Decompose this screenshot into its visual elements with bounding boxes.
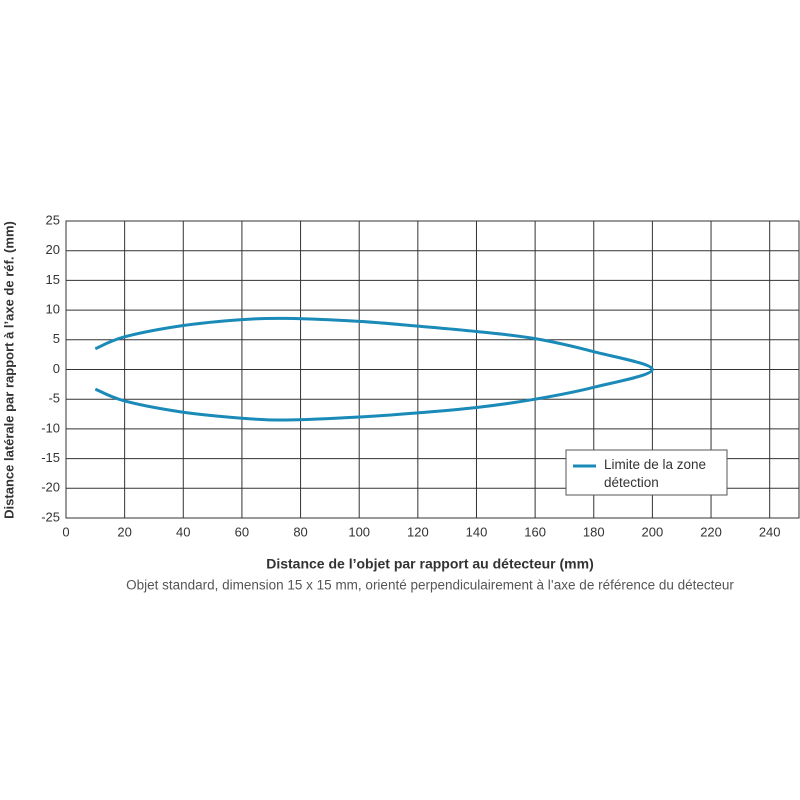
legend-label: Limite de la zone détection xyxy=(604,457,706,490)
x-tick-label: 220 xyxy=(700,524,722,539)
y-tick-label: 20 xyxy=(46,242,60,257)
note: Objet standard, dimension 15 x 15 mm, or… xyxy=(126,578,734,593)
x-tick-label: 140 xyxy=(466,524,488,539)
y-tick-label: 15 xyxy=(46,272,60,287)
y-axis-label: Distance latérale par rapport à l’axe de… xyxy=(1,221,16,519)
x-tick-label: 0 xyxy=(62,524,69,539)
y-tick-label: -20 xyxy=(41,480,60,495)
x-tick-label: 240 xyxy=(759,524,781,539)
x-tick-label: 80 xyxy=(293,524,307,539)
plot-border xyxy=(65,220,800,519)
y-tick-label: 5 xyxy=(53,331,60,346)
y-tick-label: 0 xyxy=(53,361,60,376)
x-axis-label: Distance de l’objet par rapport au détec… xyxy=(266,556,594,572)
y-tick-label: 10 xyxy=(46,302,60,317)
y-tick-label: -5 xyxy=(48,391,60,406)
x-tick-label: 100 xyxy=(348,524,370,539)
y-tick-label: 25 xyxy=(46,212,60,227)
x-tick-label: 200 xyxy=(642,524,664,539)
line xyxy=(94,316,654,422)
y-tick-label: -25 xyxy=(41,509,60,524)
legend-box xyxy=(565,449,728,496)
x-tick-label: 60 xyxy=(235,524,249,539)
x-tick-label: 160 xyxy=(524,524,546,539)
x-tick-label: 180 xyxy=(583,524,605,539)
x-tick-label: 20 xyxy=(117,524,131,539)
y-tick-label: -10 xyxy=(41,420,60,435)
y-tick-label: -15 xyxy=(41,450,60,465)
x-tick-label: 120 xyxy=(407,524,429,539)
x-tick-label: 40 xyxy=(176,524,190,539)
